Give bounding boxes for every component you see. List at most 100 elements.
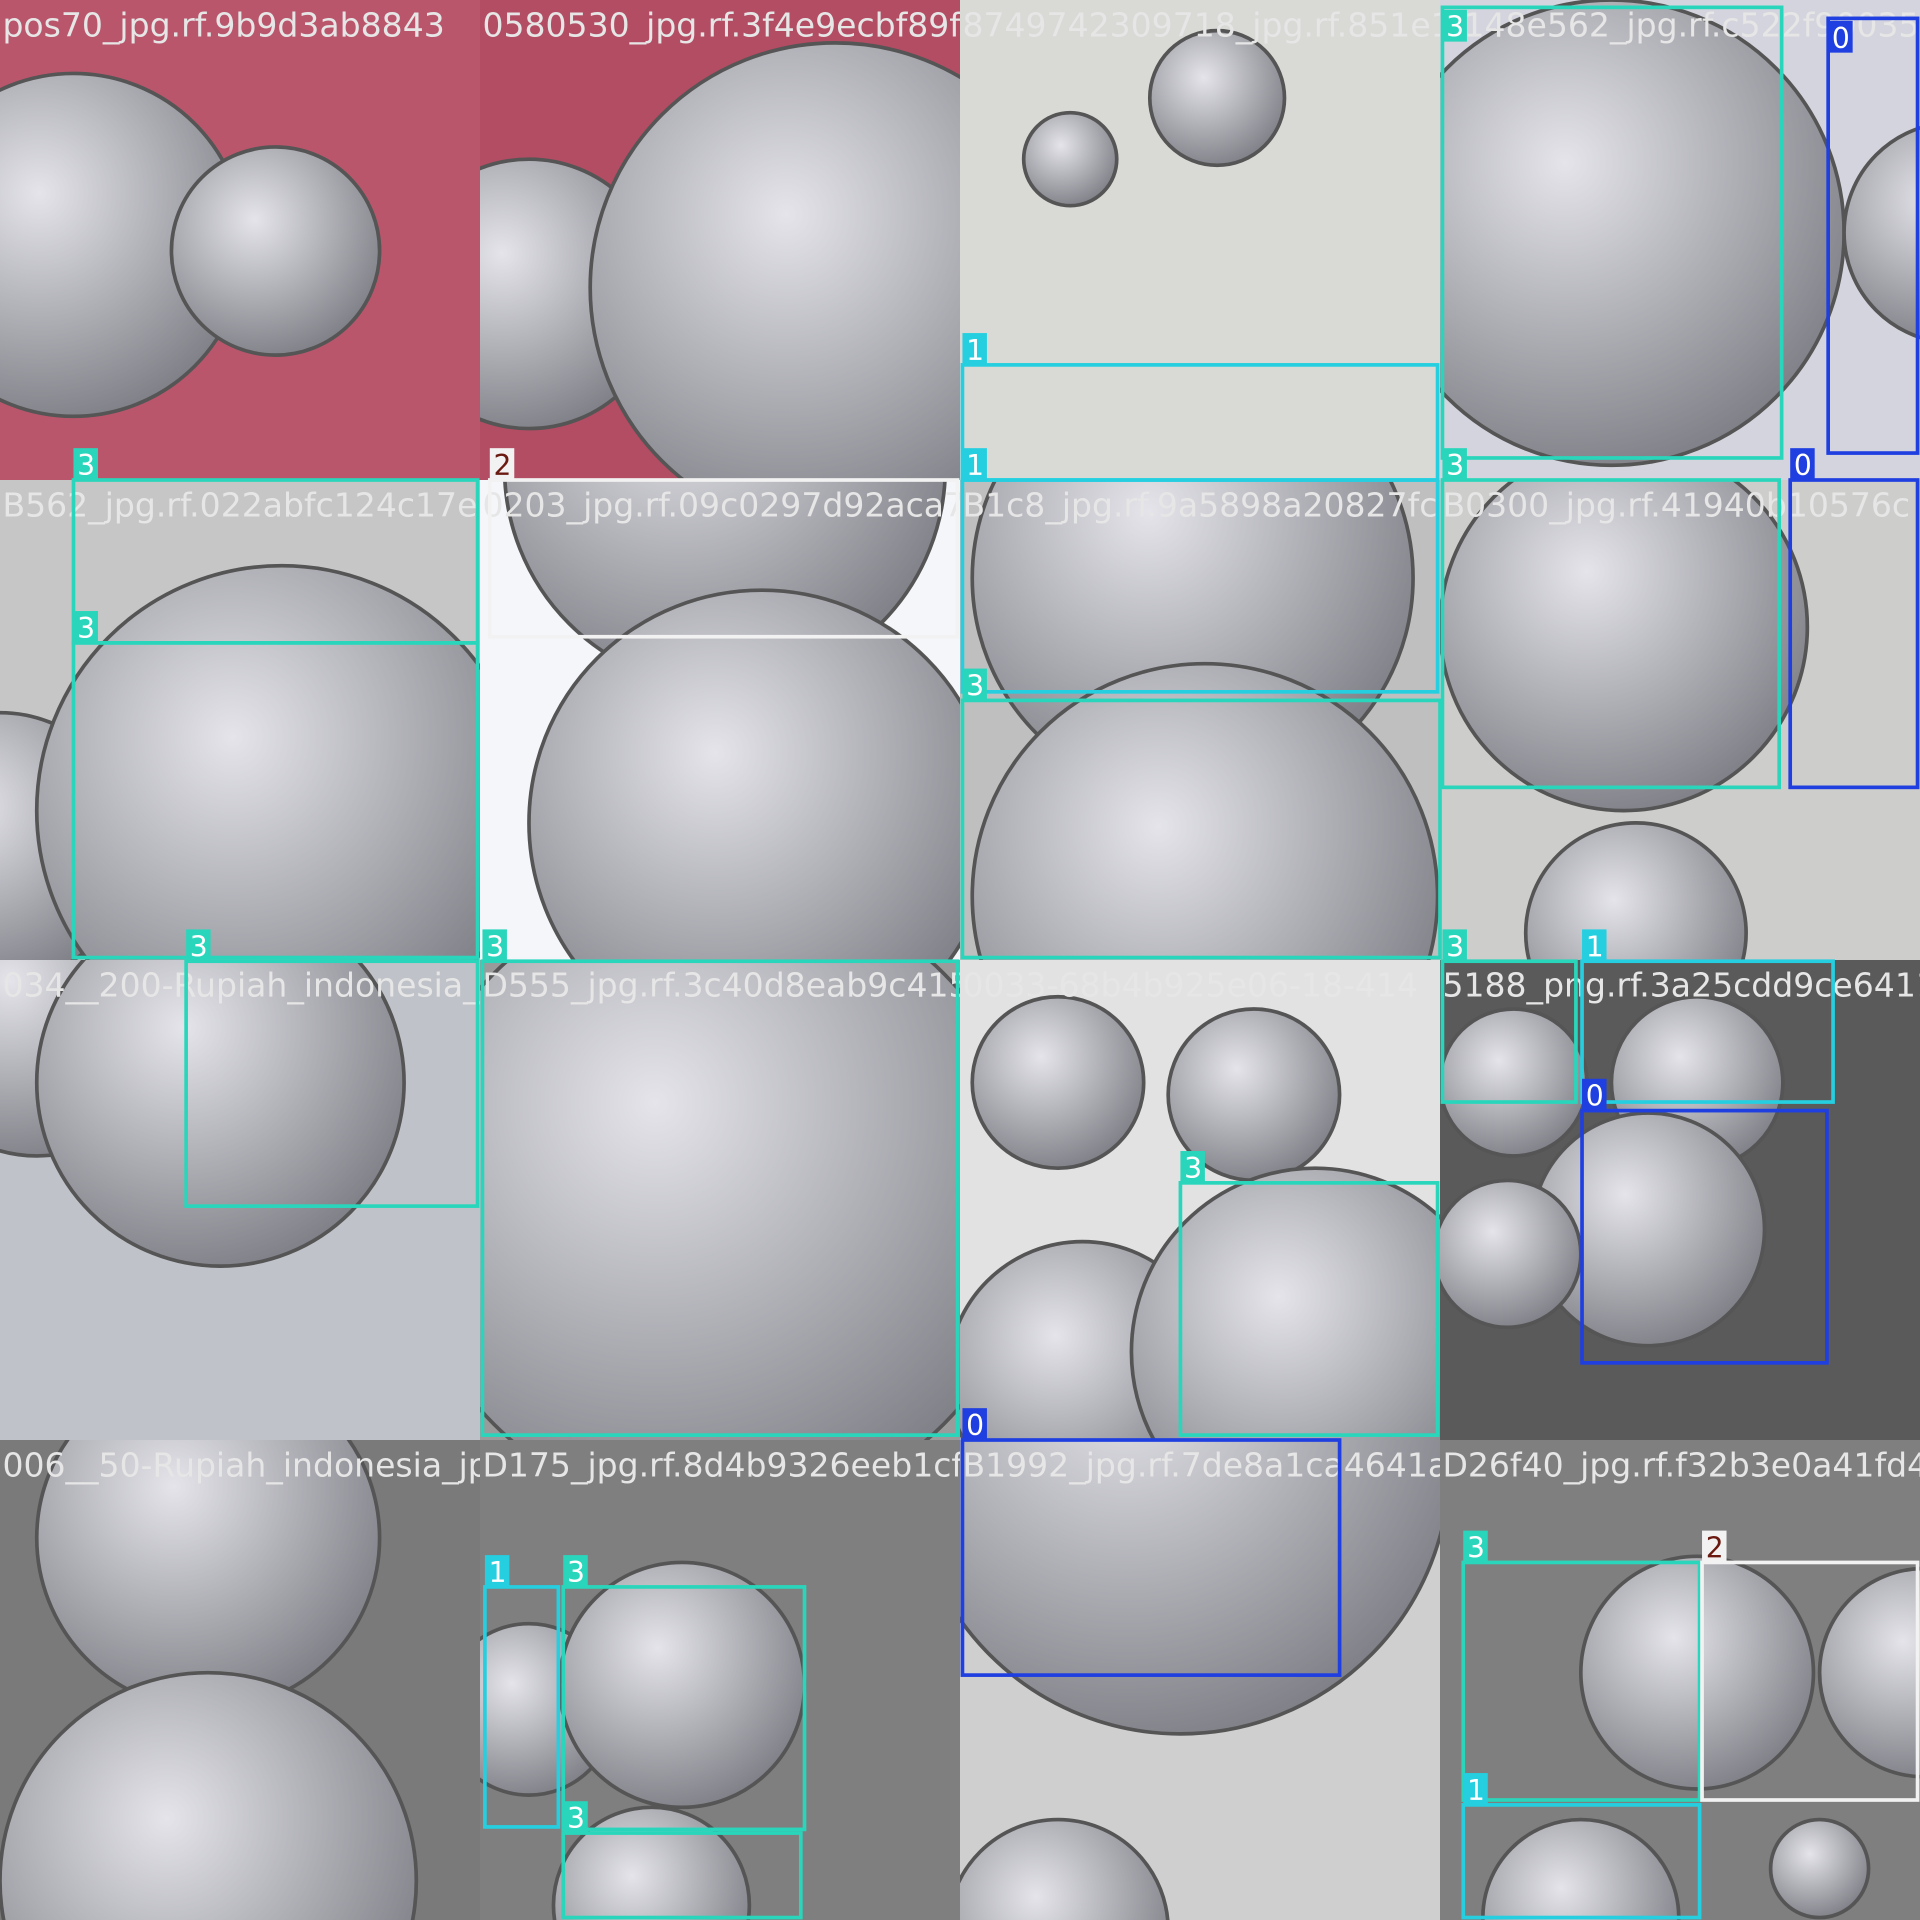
bounding-box — [1461, 1560, 1702, 1802]
coin — [557, 1560, 807, 1810]
class-label-bg — [563, 1801, 588, 1834]
bounding-box — [184, 959, 480, 1208]
class-label-bg — [186, 929, 211, 962]
tile: 5188_png.rf.3a25cdd9ce6411 — [1440, 960, 1920, 1440]
filename: 8749742309718_jpg.rf.851e1a9ec62 — [962, 6, 1573, 45]
tile: D26f40_jpg.rf.f32b3e0a41fd4f9c — [1440, 1440, 1920, 1920]
class-label-bg — [1463, 1530, 1488, 1563]
filename: B0300_jpg.rf.41940b10576c — [1442, 486, 1910, 525]
coin — [970, 994, 1146, 1171]
coin — [1523, 821, 1748, 960]
bounding-box — [487, 478, 960, 639]
class-label: 3 — [77, 612, 95, 645]
bounding-box — [1826, 16, 1920, 455]
class-label: 3 — [1184, 1152, 1202, 1185]
bounding-box — [1788, 478, 1920, 790]
class-label-bg — [1442, 9, 1467, 42]
bounding-box — [483, 1585, 561, 1829]
filename: D555_jpg.rf.3c40d8eab9c4152c — [482, 966, 1008, 1005]
filename: 034__200-Rupiah_indonesia_jpg.rf.7 — [2, 966, 595, 1005]
class-label: 3 — [1467, 1532, 1485, 1565]
filename: 0203_jpg.rf.09c0297d92aca7 — [482, 486, 965, 525]
class-label-bg — [1463, 1773, 1488, 1805]
class-label-bg — [1582, 1078, 1607, 1111]
class-label: 3 — [190, 930, 208, 963]
class-label: 2 — [1706, 1532, 1724, 1565]
class-label-bg — [563, 1555, 588, 1587]
class-label: 3 — [567, 1802, 585, 1835]
class-label: 3 — [966, 670, 984, 703]
bounding-box — [1580, 959, 1835, 1104]
class-label: 0 — [1586, 1080, 1604, 1113]
coin — [1021, 110, 1119, 208]
tile: B1c8_jpg.rf.9a5898a20827fc — [960, 480, 1440, 960]
class-label-bg — [962, 448, 987, 480]
class-label: 3 — [486, 930, 504, 963]
class-label: 1 — [1586, 930, 1604, 963]
coin — [527, 588, 960, 960]
class-label-bg — [73, 611, 98, 643]
bounding-box — [960, 698, 1442, 960]
class-label: 3 — [77, 449, 95, 482]
class-label-bg — [962, 333, 987, 365]
bounding-box — [1461, 1803, 1702, 1920]
coin — [1440, 1007, 1589, 1158]
bounding-box — [1178, 1181, 1440, 1437]
coin — [1440, 480, 1810, 813]
tile: pos70_jpg.rf.9b9d3ab8843 — [0, 0, 480, 480]
class-label-bg — [1828, 20, 1853, 53]
class-label-bg — [962, 668, 987, 701]
filename: 0033-68b4b925e06-18-414 — [962, 966, 1418, 1005]
coin — [1147, 28, 1287, 168]
coin — [169, 145, 382, 357]
bounding-box — [480, 959, 960, 1437]
filename: D26f40_jpg.rf.f32b3e0a41fd4f9c — [1442, 1446, 1920, 1485]
tile: B562_jpg.rf.022abfc124c17e — [0, 480, 480, 960]
bounding-box — [1440, 959, 1578, 1104]
class-label: 1 — [966, 334, 984, 367]
coin — [588, 41, 960, 480]
tile: 3148e562_jpg.rf.c522f90035 — [1440, 0, 1920, 480]
coin — [1842, 126, 1920, 340]
class-label: 0 — [1794, 449, 1812, 482]
tile: 8749742309718_jpg.rf.851e1a9ec62 — [960, 0, 1573, 480]
class-label-bg — [1442, 929, 1467, 962]
class-label-bg — [73, 448, 98, 480]
class-label: 0 — [966, 1409, 984, 1442]
coin — [1578, 1554, 1816, 1791]
class-label: 0 — [1832, 22, 1850, 55]
tile: 0033-68b4b925e06-18-414 — [960, 960, 1440, 1440]
bounding-box — [960, 478, 1440, 694]
coin — [551, 1805, 752, 1920]
class-label: 1 — [966, 449, 984, 482]
bounding-box — [71, 641, 480, 960]
filename: 5188_png.rf.3a25cdd9ce6411 — [1442, 966, 1920, 1005]
filename: pos70_jpg.rf.9b9d3ab8843 — [2, 6, 444, 45]
class-label-bg — [1790, 448, 1815, 480]
bounding-box — [960, 1438, 1342, 1677]
class-label-bg — [1442, 448, 1467, 480]
bounding-box — [1580, 1108, 1829, 1365]
class-label: 3 — [1446, 449, 1464, 482]
class-label: 1 — [489, 1556, 507, 1589]
bounding-box — [1440, 478, 1782, 790]
class-label-bg — [962, 1408, 987, 1440]
coin — [1440, 1178, 1583, 1330]
coin — [34, 960, 406, 1268]
filename: D175_jpg.rf.8d4b9326eeb1cf5ab67 — [482, 1446, 1067, 1485]
class-label-bg — [482, 929, 507, 962]
tile: 0203_jpg.rf.09c0297d92aca7 — [480, 480, 965, 960]
coin — [960, 1440, 1440, 1736]
bounding-box — [561, 1831, 803, 1920]
tile: 0580530_jpg.rf.3f4e9ecbf89fb688 — [480, 0, 960, 480]
filename: B1992_jpg.rf.7de8a1ca4641ac0 — [962, 1446, 1487, 1485]
coin — [1768, 1817, 1871, 1920]
coin — [34, 563, 480, 960]
bounding-box — [1440, 5, 1784, 460]
filename: B1c8_jpg.rf.9a5898a20827fc — [962, 486, 1437, 525]
tile: 034__200-Rupiah_indonesia_jpg.rf.7 — [0, 960, 595, 1440]
coin — [970, 661, 1440, 960]
class-label: 1 — [1467, 1774, 1485, 1807]
coin — [0, 1670, 419, 1920]
